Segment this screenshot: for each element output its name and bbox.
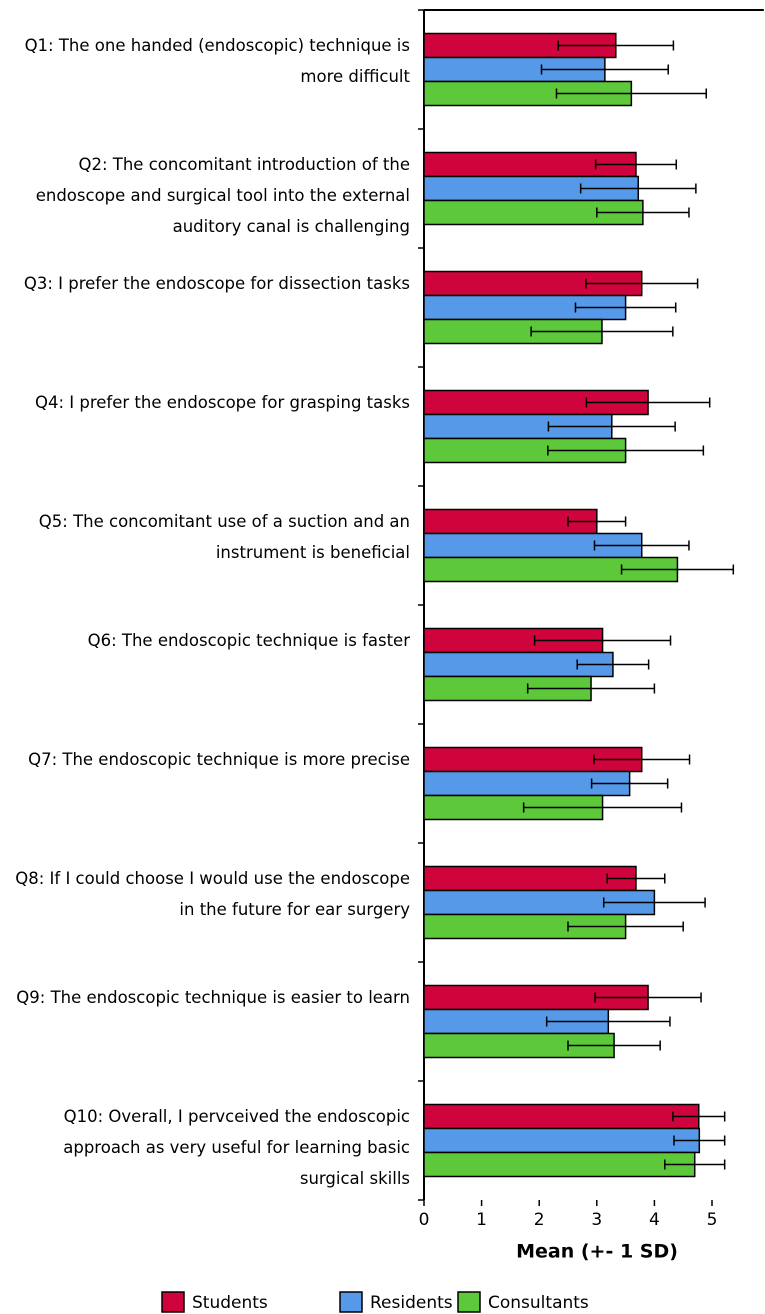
error-bar (567, 921, 684, 932)
error-bar (576, 659, 650, 670)
bar (423, 1127, 701, 1154)
legend-label: Consultants (488, 1293, 589, 1313)
error-bar (526, 683, 656, 694)
x-tick-label: 2 (534, 1210, 545, 1230)
error-bar (664, 1159, 726, 1170)
error-bar (606, 873, 666, 884)
error-bar (593, 540, 690, 551)
error-bar (555, 88, 707, 99)
legend-label: Residents (370, 1293, 453, 1313)
error-bar (567, 1040, 661, 1051)
category-label: Q6: The endoscopic technique is faster (87, 630, 410, 650)
error-bar (585, 397, 711, 408)
error-bar (620, 564, 735, 575)
error-bar (596, 207, 690, 218)
legend-swatch (161, 1291, 185, 1313)
bar (423, 1103, 700, 1130)
category-label: Q4: I prefer the endoscope for grasping … (34, 392, 410, 412)
legend-swatch (457, 1291, 481, 1313)
error-bar (574, 302, 677, 313)
error-bar (530, 326, 674, 337)
category-label: Q10: Overall, I pervceived the endoscopi… (63, 1106, 410, 1188)
x-axis-title: Mean (+- 1 SD) (516, 1241, 678, 1263)
error-bar (533, 635, 672, 646)
category-label: Q5: The concomitant use of a suction and… (38, 511, 410, 562)
error-bar (579, 183, 697, 194)
category-label: Q8: If I could choose I would use the en… (15, 868, 410, 919)
bar (423, 865, 637, 892)
x-tick-label: 0 (419, 1210, 430, 1230)
error-bar (557, 40, 675, 51)
category-label: Q3: I prefer the endoscope for dissectio… (23, 273, 410, 293)
error-bar (590, 778, 669, 789)
legend-swatch (339, 1291, 363, 1313)
error-bar (594, 159, 678, 170)
category-label: Q7: The endoscopic technique is more pre… (28, 749, 410, 769)
error-bar (547, 445, 705, 456)
error-bar (602, 897, 706, 908)
x-tick-label: 5 (707, 1210, 718, 1230)
x-tick-label: 1 (476, 1210, 487, 1230)
legend-label: Students (192, 1293, 268, 1313)
error-bar (567, 516, 627, 527)
bar (423, 1151, 696, 1178)
error-bar (594, 992, 702, 1003)
error-bar (540, 64, 669, 75)
category-label: Q9: The endoscopic technique is easier t… (16, 987, 410, 1007)
error-bar (522, 802, 683, 813)
x-tick-label: 4 (649, 1210, 660, 1230)
error-bar (672, 1111, 726, 1122)
error-bar (585, 278, 699, 289)
error-bar (545, 1016, 671, 1027)
x-tick-label: 3 (591, 1210, 602, 1230)
error-bar (547, 421, 676, 432)
category-label: Q1: The one handed (endoscopic) techniqu… (24, 35, 410, 86)
error-bar (593, 754, 691, 765)
category-label: Q2: The concomitant introduction of the … (35, 154, 410, 236)
error-bar (673, 1135, 726, 1146)
